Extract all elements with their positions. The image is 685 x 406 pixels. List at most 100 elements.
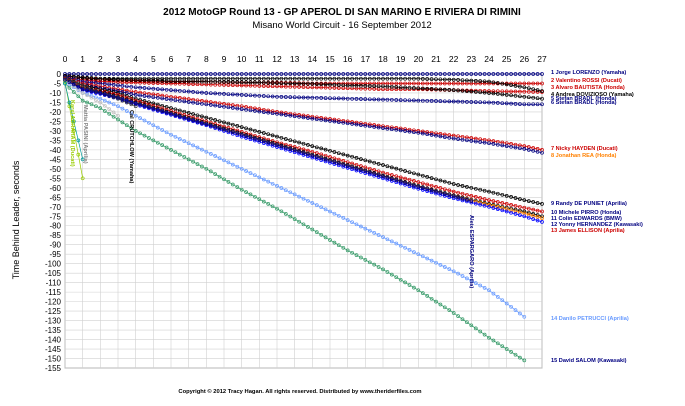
data-point: [328, 76, 332, 81]
data-point: [341, 216, 346, 220]
data-point: [487, 288, 491, 293]
data-point: [195, 79, 200, 84]
data-point: [447, 188, 452, 193]
data-point: [155, 72, 160, 76]
data-point: [147, 78, 151, 83]
data-point: [244, 134, 248, 138]
data-point: [133, 72, 138, 76]
data-point: [434, 99, 438, 103]
data-point: [442, 265, 447, 269]
data-point: [451, 269, 456, 274]
data-point: [416, 76, 421, 81]
data-point: [160, 81, 165, 86]
data-point: [226, 180, 231, 184]
data-point: [491, 291, 496, 296]
data-point: [292, 112, 297, 117]
data-point: [319, 96, 324, 100]
data-point: [186, 82, 191, 86]
series-line: [63, 72, 544, 76]
data-point: [310, 155, 315, 160]
data-point: [416, 86, 421, 91]
data-point: [67, 80, 72, 84]
data-point: [518, 89, 522, 94]
data-point: [222, 104, 226, 109]
data-point: [89, 89, 94, 93]
data-point: [442, 87, 447, 92]
x-tick-label: 10: [237, 54, 247, 64]
data-point: [279, 110, 284, 115]
data-point: [403, 245, 407, 250]
data-point: [222, 120, 226, 125]
data-point: [283, 212, 288, 216]
data-point: [540, 96, 544, 101]
data-point: [292, 114, 297, 119]
data-point: [306, 95, 310, 100]
data-point: [535, 102, 540, 107]
data-point: [319, 146, 324, 151]
y-tick-label: -10: [49, 89, 61, 98]
data-point: [195, 101, 200, 106]
data-point: [465, 185, 469, 189]
data-point: [451, 136, 456, 141]
data-point: [385, 97, 390, 102]
data-point: [239, 80, 244, 85]
data-point: [266, 142, 271, 147]
data-point: [456, 314, 460, 318]
data-point: [133, 129, 138, 133]
data-point: [367, 172, 372, 177]
data-point: [451, 72, 456, 76]
data-point: [438, 72, 443, 76]
data-point: [535, 201, 540, 205]
data-point: [341, 164, 346, 169]
data-point: [314, 117, 319, 122]
data-point: [504, 72, 509, 76]
data-point: [363, 123, 368, 128]
data-point: [376, 265, 381, 269]
data-point: [292, 81, 297, 86]
data-point: [155, 102, 160, 107]
data-point: [147, 105, 151, 110]
data-point: [217, 119, 222, 124]
data-point: [301, 141, 306, 146]
data-point: [403, 280, 407, 285]
y-tick-label: -150: [45, 355, 62, 364]
data-point: [363, 171, 368, 175]
data-point: [367, 124, 372, 129]
data-point: [478, 202, 483, 207]
x-tick-label: 6: [169, 54, 174, 64]
data-point: [248, 80, 253, 85]
data-point: [133, 113, 138, 118]
data-point: [354, 122, 359, 127]
data-point: [354, 120, 359, 125]
data-point: [182, 99, 187, 104]
data-point: [456, 137, 460, 141]
data-point: [403, 81, 407, 86]
x-tick-label: 13: [290, 54, 300, 64]
data-point: [164, 72, 169, 76]
data-point: [429, 188, 434, 193]
data-point: [381, 76, 385, 81]
data-point: [513, 93, 518, 98]
data-point: [487, 335, 491, 340]
data-point: [200, 147, 204, 152]
data-point: [173, 98, 178, 103]
data-point: [376, 72, 381, 76]
data-point: [442, 192, 447, 196]
data-point: [398, 87, 403, 92]
data-point: [376, 97, 381, 102]
data-point: [363, 169, 368, 174]
data-point: [288, 111, 293, 116]
data-point: [341, 96, 346, 101]
data-point: [138, 80, 142, 85]
data-point: [239, 72, 244, 76]
data-point: [363, 226, 368, 231]
data-point: [230, 130, 235, 134]
data-point: [142, 80, 147, 85]
data-point: [456, 78, 460, 82]
data-point: [434, 77, 438, 82]
data-point: [438, 192, 443, 197]
data-point: [85, 72, 89, 76]
data-point: [407, 98, 412, 103]
data-point: [416, 186, 421, 191]
data-point: [407, 72, 412, 76]
